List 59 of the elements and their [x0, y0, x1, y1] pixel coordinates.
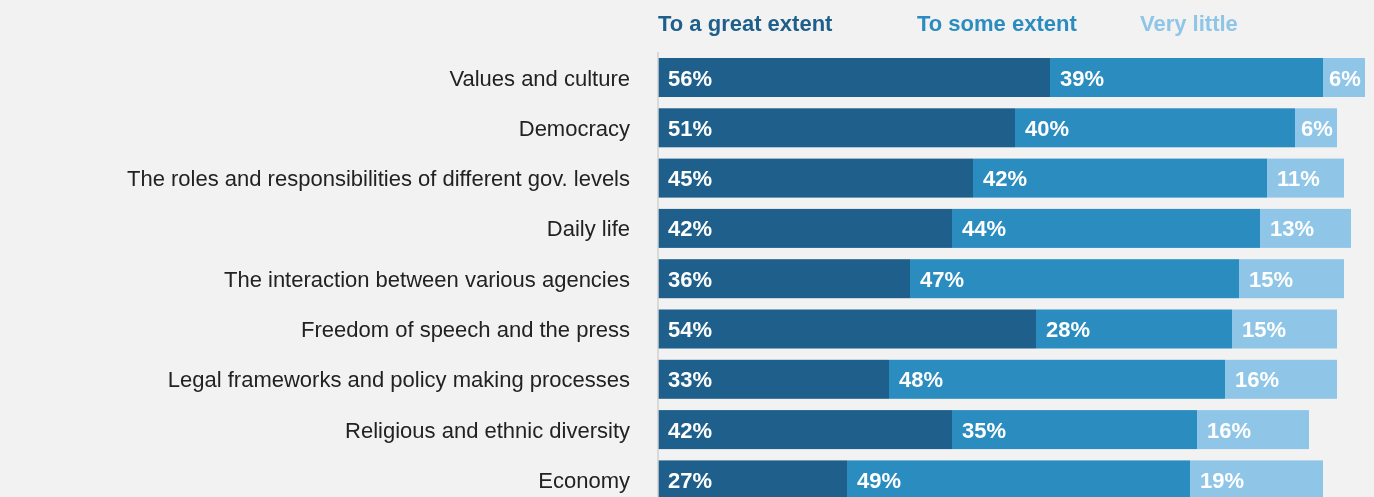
data-label: 11% — [1277, 166, 1320, 192]
y-tick-label: Religious and ethnic diversity — [345, 417, 630, 443]
data-label: 6% — [1301, 115, 1333, 141]
y-tick-label: Legal frameworks and policy making processes — [167, 367, 630, 393]
bar — [658, 158, 973, 198]
y-tick-label: The interaction between various agencies — [223, 266, 630, 292]
bar — [658, 259, 910, 299]
data-label: 27% — [668, 467, 713, 493]
data-label: 13% — [1270, 216, 1315, 242]
bar — [1197, 410, 1309, 450]
y-tick-label: The roles and responsibilities of different gov. levels — [126, 166, 630, 192]
data-label: 16% — [1235, 367, 1280, 393]
data-label: 49% — [857, 467, 902, 493]
y-tick-label: Freedom of speech and the press — [301, 317, 630, 342]
data-label: 28% — [1046, 317, 1091, 342]
bar — [889, 359, 1225, 399]
data-label: 42% — [668, 216, 713, 242]
data-label: 6% — [1329, 65, 1361, 91]
series-label: To some extent — [917, 11, 1078, 36]
bar — [658, 208, 952, 248]
data-label: 16% — [1207, 417, 1252, 443]
data-label: 45% — [668, 166, 713, 192]
bar — [658, 309, 1036, 349]
data-label: 19% — [1200, 467, 1245, 493]
data-label: 47% — [920, 266, 965, 292]
data-label: 51% — [668, 115, 713, 141]
data-label: 40% — [1025, 115, 1070, 141]
bar — [658, 108, 1015, 148]
data-label: 48% — [899, 367, 944, 393]
bar — [1036, 309, 1232, 349]
bar — [1239, 259, 1344, 299]
bar — [910, 259, 1239, 299]
bar — [658, 410, 952, 450]
data-label: 35% — [962, 417, 1007, 443]
data-label: 39% — [1060, 65, 1105, 91]
series-label: To a great extent — [658, 11, 834, 36]
bar — [1225, 359, 1337, 399]
data-label: 42% — [983, 166, 1028, 192]
data-label: 15% — [1249, 266, 1294, 292]
data-label: 54% — [668, 317, 713, 342]
y-tick-label: Democracy — [518, 115, 630, 141]
data-label: 33% — [668, 367, 713, 393]
bar — [952, 410, 1197, 450]
y-tick-label: Economy — [538, 467, 630, 493]
bar — [658, 359, 889, 399]
bar — [952, 208, 1260, 248]
bar — [1015, 108, 1295, 148]
data-label: 36% — [668, 266, 713, 292]
y-tick-label: Daily life — [546, 216, 630, 242]
data-label: 44% — [962, 216, 1007, 242]
data-label: 56% — [668, 65, 713, 91]
data-label: 42% — [668, 417, 713, 443]
data-label: 15% — [1242, 317, 1287, 342]
bar — [1050, 58, 1323, 97]
bar — [1232, 309, 1337, 349]
text: Very little — [1140, 11, 1238, 36]
bar — [658, 58, 1050, 97]
y-tick-label: Values and culture — [449, 65, 630, 91]
bar — [973, 158, 1267, 198]
